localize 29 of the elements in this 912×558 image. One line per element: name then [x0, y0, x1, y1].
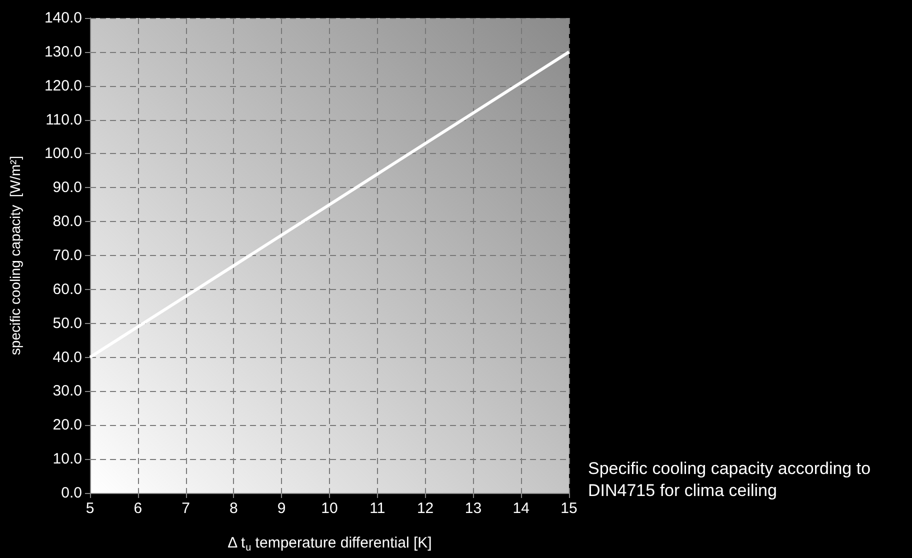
line-series	[88, 50, 570, 359]
y-tick-label: 90.0	[52, 179, 82, 196]
text: Specific cooling capacity according to DIN4715 for clima ceiling	[588, 458, 872, 502]
x-tick-label: 14	[512, 500, 530, 517]
x-tick-label: 9	[277, 500, 286, 517]
y-tick-label: 110.0	[46, 111, 82, 128]
x-tick-label: 13	[464, 500, 482, 517]
y-tick-label: 140.0	[44, 10, 82, 26]
y-tick-label: 10.0	[52, 450, 82, 468]
y-tick-label: 70.0	[52, 247, 82, 264]
y-tick-label: 50.0	[52, 314, 82, 332]
x-tick-label: 15	[560, 500, 578, 517]
x-tick-label: 8	[230, 500, 238, 517]
y-tick-label: 30.0	[52, 382, 82, 400]
x-tick-label: 12	[416, 500, 434, 517]
y-tick-label: 40.0	[52, 348, 82, 366]
x-tick-label: 11	[370, 500, 386, 517]
x-tick-label: 10	[321, 500, 338, 517]
x-tick-label: 7	[182, 500, 190, 517]
y-tick-label: 0.0	[61, 484, 82, 502]
y-tick-label: 60.0	[52, 280, 82, 298]
x-tick-label: 6	[134, 500, 142, 517]
y-tick-label: 20.0	[52, 416, 82, 434]
y-tick-label: 130.0	[44, 43, 82, 60]
y-tick-label: 100.0	[44, 145, 82, 162]
y-tick-label: 120.0	[44, 77, 82, 94]
x-tick-label: 5	[86, 500, 94, 517]
y-tick-label: 80.0	[52, 213, 82, 230]
y-axis-title: specific cooling capacity [W/m²]	[7, 156, 23, 356]
